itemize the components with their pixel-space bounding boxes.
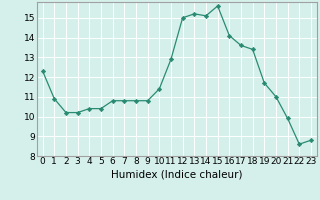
X-axis label: Humidex (Indice chaleur): Humidex (Indice chaleur)	[111, 169, 243, 179]
